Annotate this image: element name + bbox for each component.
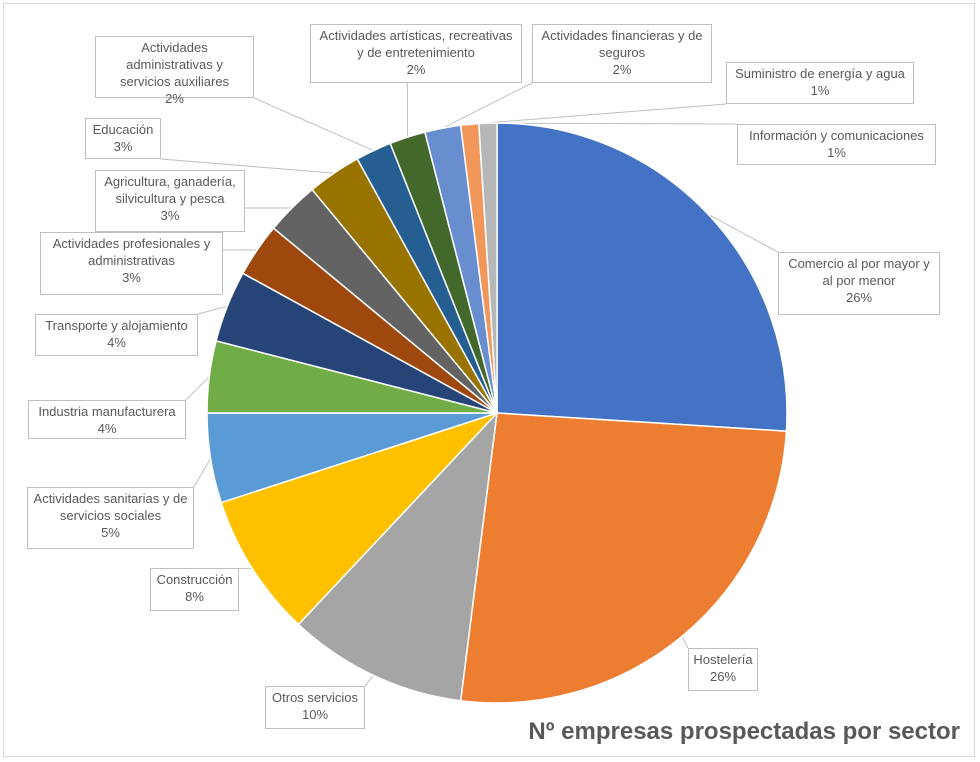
data-label-category: Actividades financieras y de seguros <box>541 28 703 60</box>
leader-lines <box>160 82 779 687</box>
data-label-value: 2% <box>612 62 632 77</box>
data-label: Construcción 8% <box>150 568 239 611</box>
data-label: Agricultura, ganadería, silvicultura y p… <box>95 170 245 232</box>
data-label-category: Información y comunicaciones <box>749 128 924 143</box>
data-label: Industria manufacturera 4% <box>28 400 186 439</box>
data-label-category: Actividades administrativas y servicios … <box>119 40 230 89</box>
leader-line <box>160 158 335 174</box>
data-label: Comercio al por mayor y al por menor 26% <box>778 252 940 315</box>
data-label-value: 8% <box>185 589 204 604</box>
pie-slice <box>477 122 498 414</box>
leader-line <box>185 376 210 401</box>
leader-line <box>469 103 727 125</box>
pie-slice <box>496 122 788 433</box>
data-label-value: 3% <box>113 139 133 154</box>
data-label-value: 2% <box>406 62 426 77</box>
pie-slice <box>220 412 498 626</box>
leader-line <box>442 82 533 129</box>
leader-line <box>197 305 228 315</box>
data-label-value: 2% <box>165 91 184 106</box>
data-label: Actividades administrativas y servicios … <box>95 36 254 106</box>
leader-line <box>708 214 779 253</box>
leader-line <box>364 675 374 687</box>
chart-frame <box>3 3 975 757</box>
data-label-category: Agricultura, ganadería, silvicultura y p… <box>104 174 236 206</box>
data-label-category: Suministro de energía y agua <box>735 66 905 81</box>
data-label-category: Industria manufacturera <box>38 404 176 419</box>
data-label: Hostelería 26% <box>688 648 758 691</box>
leader-line <box>253 97 374 152</box>
data-label: Otros servicios 10% <box>265 686 365 729</box>
data-label-category: Otros servicios <box>272 690 358 705</box>
leader-line <box>193 458 212 488</box>
data-label: Suministro de energía y agua 1% <box>726 62 914 104</box>
data-label: Actividades financieras y de seguros 2% <box>532 24 712 83</box>
data-label: Actividades artísticas, recreativas y de… <box>310 24 522 83</box>
data-label: Actividades profesionales y administrati… <box>40 232 223 295</box>
data-label-value: 1% <box>810 83 830 98</box>
pie-slice <box>297 410 499 702</box>
data-label-category: Educación <box>92 122 154 137</box>
data-label-category: Transporte y alojamiento <box>45 318 188 333</box>
data-label-category: Comercio al por mayor y al por menor <box>788 256 930 288</box>
data-label: Información y comunicaciones 1% <box>737 124 936 165</box>
pie-slice <box>459 412 788 704</box>
data-label-value: 4% <box>107 335 126 350</box>
slices <box>206 122 788 704</box>
data-label: Educación 3% <box>85 118 161 159</box>
leader-line <box>487 122 738 125</box>
data-label-value: 26% <box>845 290 873 305</box>
data-label-value: 10% <box>301 707 329 722</box>
chart-title: Nº empresas prospectadas por sector <box>528 718 960 745</box>
data-label-category: Actividades profesionales y administrati… <box>52 236 211 268</box>
leader-line <box>681 636 689 649</box>
data-label-value: 1% <box>827 145 846 160</box>
data-label-category: Actividades artísticas, recreativas y de… <box>319 28 513 60</box>
data-label-value: 3% <box>160 208 180 223</box>
data-label: Transporte y alojamiento 4% <box>35 314 198 356</box>
data-label-category: Hostelería <box>693 652 753 667</box>
data-label: Actividades sanitarias y de servicios so… <box>27 487 194 549</box>
data-label-value: 26% <box>709 669 737 684</box>
data-label-value: 4% <box>97 421 117 436</box>
data-label-category: Construcción <box>156 572 233 587</box>
data-label-category: Actividades sanitarias y de servicios so… <box>33 491 188 523</box>
data-label-value: 5% <box>101 525 120 540</box>
data-label-value: 3% <box>122 270 141 285</box>
